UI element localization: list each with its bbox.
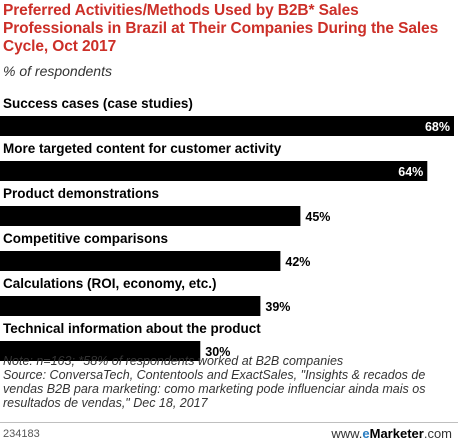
chart-source: Source: ConversaTech, Contentools and Ex… [3,368,426,410]
brand-name: eMarketer [362,426,423,441]
category-label: Calculations (ROI, economy, etc.) [3,276,217,291]
bar [0,296,261,316]
bar [0,341,201,361]
chart-title: Preferred Activities/Methods Used by B2B… [3,2,439,55]
category-label: Competitive comparisons [3,231,168,246]
value-label: 45% [305,210,330,224]
value-label: 39% [265,300,290,314]
brand-rest: Marketer [369,426,424,441]
emarketer-logo[interactable]: www.eMarketer.com [331,426,452,441]
category-label: Success cases (case studies) [3,96,193,111]
value-label: 42% [285,255,310,269]
category-label: Product demonstrations [3,186,159,201]
footer-divider [0,422,458,423]
bar [0,206,301,226]
chart-id: 234183 [3,428,40,440]
category-label: Technical information about the product [3,321,261,336]
bar [0,161,428,181]
brand-suffix: .com [423,426,452,441]
category-label: More targeted content for customer activ… [3,141,282,156]
chart-note: Note: n=163; *58% of respondents worked … [3,354,344,368]
value-label: 30% [205,345,230,359]
value-label: 64% [398,165,423,179]
chart-subtitle: % of respondents [3,63,112,79]
brand-initial: e [362,426,370,441]
value-label: 68% [425,120,450,134]
bar [0,251,281,271]
brand-prefix: www. [331,426,363,441]
bar [0,116,454,136]
chart-footnotes: Note: n=163; *58% of respondents worked … [3,354,455,410]
